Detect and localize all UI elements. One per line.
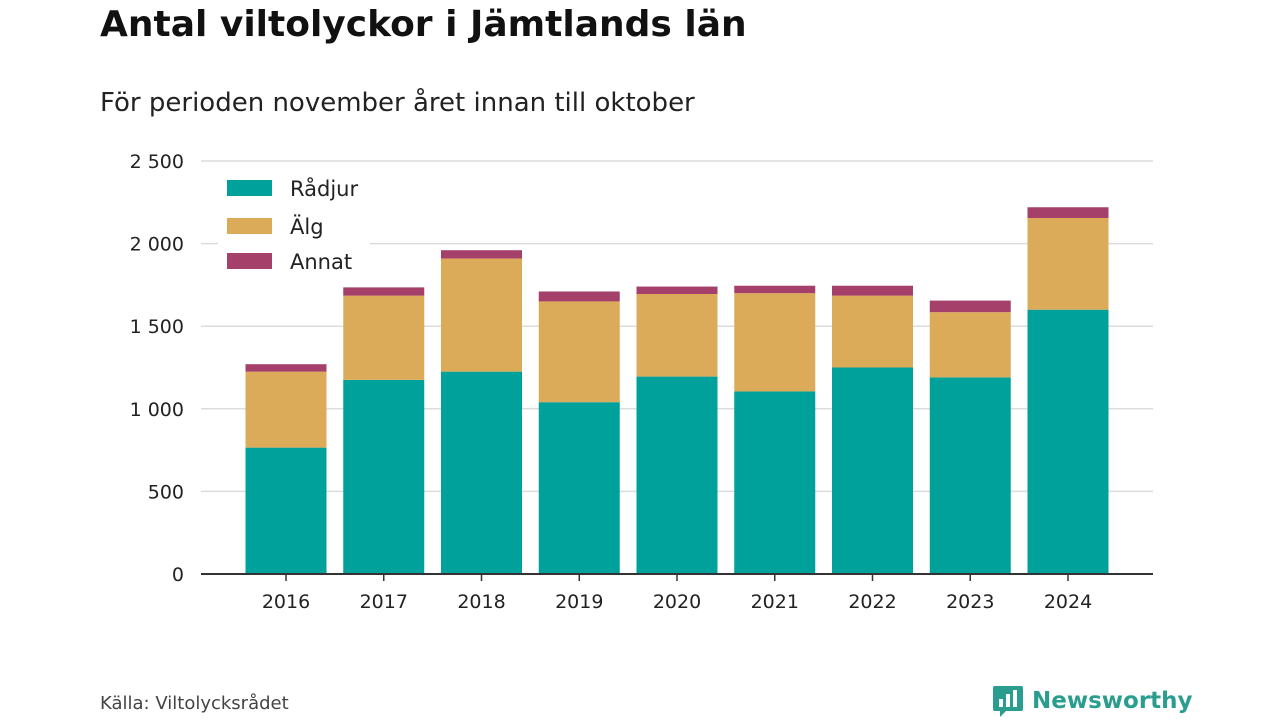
x-tick-label: 2021 [751,591,799,613]
x-tick-label: 2023 [946,591,994,613]
x-tick-label: 2024 [1044,591,1092,613]
bar-segment [1027,207,1109,218]
x-tick-label: 2018 [457,591,505,613]
bar-segment [734,391,816,574]
bar-segment [929,377,1011,574]
bar-segment [343,295,425,380]
y-tick-label: 1 000 [130,399,184,421]
bar-segment [636,293,718,377]
y-tick-label: 2 500 [130,151,184,173]
legend-label: Rådjur [290,176,358,201]
bar-segment [1027,217,1109,310]
bar-segment [538,402,620,574]
stacked-bar-chart: 0 500 1 000 1 500 2 000 2 500 2016 2017 2018 2019… [130,151,1153,613]
source-note: Källa: Viltolycksrådet [100,693,289,714]
chart-subtitle: För perioden november året innan till ok… [100,88,695,118]
brand-name: Newsworthy [1032,688,1193,714]
x-tick-label: 2016 [262,591,310,613]
bar-segment [734,285,816,294]
legend-swatch [227,253,272,269]
bar-segment [929,312,1011,378]
y-tick-label: 1 500 [130,316,184,338]
bar-segment [245,447,327,574]
legend-swatch [227,180,272,196]
x-tick-label: 2020 [653,591,701,613]
y-tick-label: 2 000 [130,234,184,256]
bar-segment [245,364,327,372]
legend-label: Älg [290,214,324,239]
brand-logo: Newsworthy [992,684,1193,718]
bar-segment [245,371,327,448]
bar-segment [636,376,718,574]
bar-segment [343,379,425,574]
bar-segment [1027,309,1109,574]
bar-segment [538,291,620,302]
bar-segment [441,371,522,574]
bar-segment [734,293,816,392]
bar-segment [441,258,522,372]
bar-segment [441,250,522,259]
x-tick-label: 2022 [848,591,896,613]
x-tick-label: 2019 [555,591,603,613]
bar-segment [538,301,620,403]
y-tick-label: 500 [148,481,184,503]
bar-segment [832,295,913,368]
legend-label: Annat [290,250,352,274]
bar-segment [832,367,913,574]
bar-segment [929,300,1011,313]
y-tick-label: 0 [172,564,184,586]
x-tick-label: 2017 [360,591,408,613]
bar-segment [832,285,913,296]
chart-title: Antal viltolyckor i Jämtlands län [100,4,747,45]
bar-segment [343,287,425,296]
bar-chart-icon [993,686,1023,717]
bar-segment [636,286,718,294]
legend-swatch [227,218,272,234]
